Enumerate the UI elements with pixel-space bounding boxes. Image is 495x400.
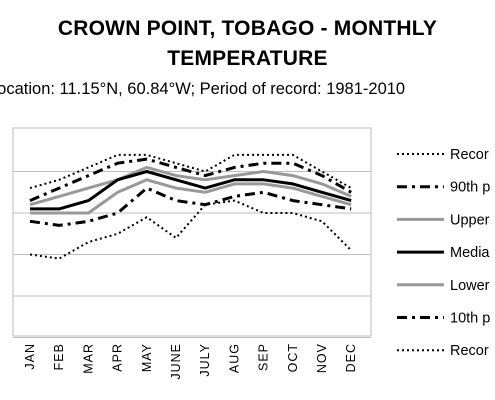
x-tick-label: DEC: [344, 343, 358, 372]
series-line-4: [30, 170, 352, 211]
x-tick-label: SEP: [257, 343, 271, 371]
x-tick-label: JULY: [198, 343, 212, 377]
x-tick-label: MAY: [140, 343, 154, 372]
x-tick-label: AUG: [227, 343, 241, 373]
chart-title: CROWN POINT, TOBAGO - MONTHLY TEMPERATUR…: [57, 17, 438, 70]
legend-label: Media: [450, 245, 490, 261]
x-tick-label: OCT: [286, 343, 300, 372]
series-line-6: [29, 186, 352, 227]
x-tick-label: FEB: [52, 343, 66, 370]
x-tick-label: JUNE: [169, 343, 183, 380]
series-line-2: [29, 157, 352, 202]
legend-label: Recor: [450, 147, 489, 163]
series-line-7: [29, 199, 352, 260]
legend-label: 10th p: [450, 311, 490, 327]
x-tick-label: MAR: [81, 343, 95, 374]
legend-label: Upper: [450, 212, 490, 228]
series-line-3: [29, 165, 352, 207]
series-line-5: [30, 178, 352, 215]
legend-label: Recor: [450, 343, 489, 359]
legend-label: Lower: [450, 278, 490, 294]
legend-label: 90th p: [450, 180, 490, 196]
chart-subtitle: Location: 11.15°N, 60.84°W; Period of re…: [0, 80, 406, 98]
x-tick-label: JAN: [23, 343, 37, 370]
plot-area-border: [12, 127, 372, 337]
x-tick-label: APR: [111, 343, 125, 372]
x-tick-label: NOV: [315, 343, 329, 373]
series-line-1: [29, 153, 352, 190]
